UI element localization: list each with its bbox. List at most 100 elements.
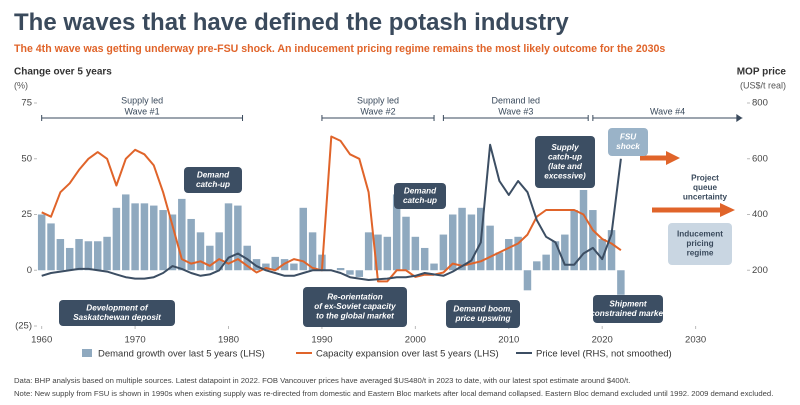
bar bbox=[346, 270, 354, 275]
bar bbox=[308, 232, 317, 271]
annotation: price upswing bbox=[454, 314, 510, 323]
bar bbox=[93, 241, 102, 271]
bar bbox=[150, 205, 158, 271]
bar bbox=[392, 194, 401, 271]
bar bbox=[598, 239, 606, 271]
bar bbox=[215, 232, 223, 271]
y-tick-label: 75 bbox=[21, 98, 32, 109]
x-tick-label: 2000 bbox=[405, 335, 426, 346]
line bbox=[41, 143, 622, 281]
wave-label: Wave #1 bbox=[125, 106, 160, 116]
annotation: Supply bbox=[551, 143, 579, 152]
x-tick-label: 1960 bbox=[31, 335, 52, 346]
bar bbox=[84, 241, 93, 271]
annotation: Project bbox=[691, 174, 719, 183]
y-axis-unit: (%) bbox=[14, 80, 28, 90]
annotation: Development of bbox=[86, 303, 149, 312]
x-tick-label: 2020 bbox=[592, 335, 613, 346]
annotation: Demand boom, bbox=[453, 304, 512, 313]
bar bbox=[252, 259, 261, 271]
bar bbox=[402, 216, 410, 271]
y2-tick-label: 400 bbox=[752, 209, 768, 220]
bar bbox=[579, 189, 588, 271]
bar bbox=[374, 234, 382, 271]
annotation-box bbox=[303, 287, 407, 327]
annotation: Inducement bbox=[677, 230, 723, 239]
annotation: catch-up bbox=[196, 180, 230, 189]
annotation-box bbox=[608, 128, 648, 156]
bar bbox=[439, 234, 448, 271]
y2-tick-label: 200 bbox=[752, 265, 768, 276]
x-tick-label: 2030 bbox=[685, 335, 706, 346]
bar bbox=[355, 270, 364, 277]
y-axis-label: Change over 5 years bbox=[14, 67, 112, 78]
y2-axis-label: MOP price bbox=[737, 67, 787, 78]
bar bbox=[551, 241, 560, 271]
bar bbox=[495, 252, 504, 271]
wave-label: Wave #2 bbox=[360, 106, 395, 116]
bar bbox=[589, 210, 597, 271]
y-tick-label: (25) bbox=[15, 321, 32, 332]
bar bbox=[467, 214, 476, 271]
wave-label: Wave #3 bbox=[498, 106, 533, 116]
bar bbox=[411, 236, 420, 271]
annotation-box bbox=[184, 167, 242, 193]
legend-label: Price level (RHS, not smoothed) bbox=[536, 349, 672, 360]
y-tick-label: 50 bbox=[21, 153, 32, 164]
chart-title: The waves that have defined the potash i… bbox=[14, 9, 569, 36]
y-tick-label: 0 bbox=[27, 265, 32, 276]
annotation: uncertainty bbox=[683, 193, 728, 202]
bar bbox=[103, 236, 111, 271]
bar bbox=[140, 203, 149, 271]
bar bbox=[65, 247, 74, 271]
bar bbox=[420, 247, 429, 271]
annotation: Saskatchewan deposit bbox=[73, 313, 161, 322]
wave-label: Wave #4 bbox=[650, 106, 685, 116]
bar bbox=[299, 207, 307, 271]
wave-arrow-head bbox=[736, 114, 743, 122]
annotation: catch-up bbox=[548, 152, 582, 161]
bar bbox=[430, 263, 438, 271]
line bbox=[41, 135, 622, 283]
annotation: catch-up bbox=[403, 196, 437, 205]
legend-label: Capacity expansion over last 5 years (LH… bbox=[316, 349, 499, 360]
wave-label: Demand led bbox=[492, 95, 541, 105]
annotation-box bbox=[593, 295, 663, 323]
bar bbox=[168, 214, 177, 271]
footnote: Data: BHP analysis based on multiple sou… bbox=[14, 376, 630, 385]
bar bbox=[131, 203, 139, 271]
annotation-box bbox=[59, 300, 175, 326]
annotation-box bbox=[446, 300, 520, 328]
bar bbox=[486, 225, 494, 271]
x-tick-label: 1990 bbox=[311, 335, 332, 346]
chart-subtitle: The 4th wave was getting underway pre-FS… bbox=[14, 43, 665, 55]
annotation-box bbox=[394, 183, 446, 209]
bar bbox=[617, 270, 625, 295]
annotation: Demand bbox=[197, 170, 230, 179]
annotation: Demand bbox=[404, 186, 437, 195]
bar bbox=[561, 234, 569, 271]
x-tick-label: 2010 bbox=[498, 335, 519, 346]
bar bbox=[290, 263, 298, 271]
wave-label: Supply led bbox=[121, 95, 163, 105]
bar bbox=[47, 223, 55, 271]
annotation-box bbox=[535, 136, 595, 188]
annotation: shock bbox=[616, 142, 640, 151]
bar bbox=[364, 232, 373, 271]
bar bbox=[336, 268, 345, 271]
bar bbox=[607, 230, 616, 271]
annotation: queue bbox=[693, 183, 718, 192]
annotation: FSU bbox=[620, 132, 637, 141]
annotation: regime bbox=[687, 249, 714, 258]
annotation: of ex-Soviet capacity bbox=[314, 302, 396, 311]
arrows bbox=[640, 151, 735, 217]
bar bbox=[56, 239, 65, 271]
annotation-box bbox=[668, 223, 732, 265]
bar bbox=[383, 236, 392, 271]
bar bbox=[262, 263, 270, 271]
bar bbox=[187, 218, 195, 271]
annotation: Shipment bbox=[609, 299, 647, 308]
arrow-head bbox=[666, 151, 680, 165]
y2-axis-unit: (US$/t real) bbox=[740, 80, 786, 90]
